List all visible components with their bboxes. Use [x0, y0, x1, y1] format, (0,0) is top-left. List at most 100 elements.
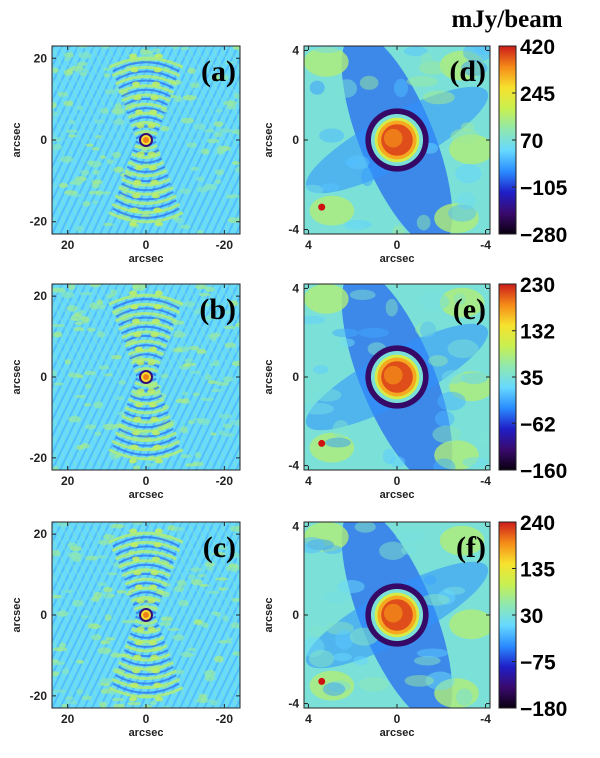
sidelobe-blob — [135, 346, 143, 352]
noise-blob — [52, 689, 67, 693]
arc-sidelobe — [127, 111, 165, 120]
noise-blob — [175, 398, 187, 404]
sidelobe-stripe — [91, 522, 183, 708]
noise-blob — [425, 671, 455, 691]
noise-blob — [111, 697, 125, 702]
sidelobe-blob — [150, 654, 159, 660]
sidelobe-blob — [133, 654, 142, 660]
sidelobe-blob — [136, 151, 145, 157]
heatmap-wide — [52, 46, 240, 234]
x-axis-label: arcsec — [380, 253, 415, 265]
arc-sidelobe-dark — [123, 97, 169, 106]
sidelobe-stripe — [203, 156, 240, 234]
sidelobe-stripe — [179, 106, 240, 234]
noise-blob — [403, 46, 428, 57]
noise-blob — [52, 465, 59, 470]
x-tick-label: 20 — [61, 474, 75, 488]
noise-blob — [448, 204, 477, 222]
noise-blob — [110, 289, 118, 296]
noise-blob — [68, 372, 80, 378]
colorbar-tick-label: 420 — [520, 36, 555, 59]
beam-marker — [318, 203, 326, 211]
noise-blob — [416, 214, 431, 231]
sidelobe-blob — [132, 318, 140, 324]
noise-blob — [231, 552, 240, 559]
y-axis-label: arcsec — [263, 598, 275, 633]
noise-blob — [173, 330, 184, 334]
noise-blob — [223, 325, 236, 330]
y-tick-label: -4 — [288, 459, 299, 473]
colorbar-tick-label: −180 — [520, 698, 567, 721]
arc-sidelobe-dark — [121, 325, 171, 335]
y-axis-label: arcsec — [11, 123, 23, 158]
sidelobe-stripe — [203, 393, 240, 470]
noise-blob — [62, 589, 74, 593]
noise-blob — [139, 48, 151, 55]
noise-blob — [117, 379, 127, 385]
arc-sidelobe — [114, 75, 178, 86]
arc-sidelobe-dark — [132, 386, 160, 392]
noise-blob — [393, 78, 409, 98]
noise-blob — [82, 200, 91, 207]
sidelobe-stripe — [52, 161, 87, 234]
arc-sidelobe-dark — [126, 640, 166, 648]
sidelobe-blob — [150, 332, 159, 338]
noise-blob — [146, 463, 155, 467]
noise-blob — [336, 79, 358, 98]
noise-blob — [94, 431, 102, 436]
noise-blob — [58, 182, 69, 189]
noise-blob — [106, 158, 114, 165]
arc-sidelobe-dark — [123, 334, 169, 343]
beam-marker — [318, 677, 326, 685]
sidelobe-blob — [147, 123, 156, 129]
sidelobe-stripe — [203, 631, 240, 708]
x-tick-label: 0 — [143, 474, 150, 488]
arc-sidelobe — [134, 381, 158, 387]
noise-blob — [188, 345, 200, 351]
positive-patch — [304, 284, 349, 314]
noise-blob — [453, 293, 466, 305]
noise-blob — [167, 524, 175, 531]
arc-sidelobe-dark — [112, 298, 180, 310]
noise-blob — [455, 164, 482, 184]
noise-blob — [99, 701, 107, 708]
arc-sidelobe — [118, 84, 174, 94]
arc-sidelobe — [130, 389, 162, 397]
noise-blob — [234, 167, 240, 173]
arc-sidelobe — [111, 302, 181, 315]
arc-sidelobe-dark — [121, 88, 171, 98]
noise-blob — [226, 194, 240, 199]
sidelobe-blob — [136, 123, 145, 129]
noise-blob — [64, 52, 74, 58]
noise-blob — [91, 200, 99, 204]
noise-blob — [231, 622, 240, 629]
noise-blob — [194, 308, 202, 315]
noise-blob — [395, 530, 423, 543]
arc-sidelobe-dark — [115, 545, 177, 556]
arc-sidelobe — [127, 586, 165, 595]
noise-blob — [313, 46, 342, 54]
heatmap-wide — [52, 284, 240, 470]
noise-blob — [226, 637, 233, 641]
x-axis-label: arcsec — [129, 489, 164, 501]
source-core — [143, 612, 149, 618]
noise-blob — [223, 100, 237, 106]
noise-blob — [60, 155, 74, 163]
noise-blob — [98, 582, 106, 587]
noise-blob — [456, 688, 473, 706]
noise-blob — [213, 74, 220, 81]
noise-blob — [215, 108, 223, 113]
x-tick-label: -20 — [216, 238, 234, 252]
arc-sidelobe-dark — [115, 199, 177, 210]
noise-blob — [190, 370, 201, 374]
noise-blob — [222, 615, 229, 622]
sidelobe-blob — [132, 193, 140, 199]
noise-blob — [91, 596, 100, 602]
noise-blob — [103, 67, 111, 72]
noise-blob — [100, 46, 111, 49]
noise-blob — [332, 420, 350, 439]
noise-blob — [175, 669, 185, 675]
noise-blob — [186, 142, 197, 148]
sidelobe-stripe — [211, 284, 240, 344]
noise-blob — [210, 611, 219, 615]
